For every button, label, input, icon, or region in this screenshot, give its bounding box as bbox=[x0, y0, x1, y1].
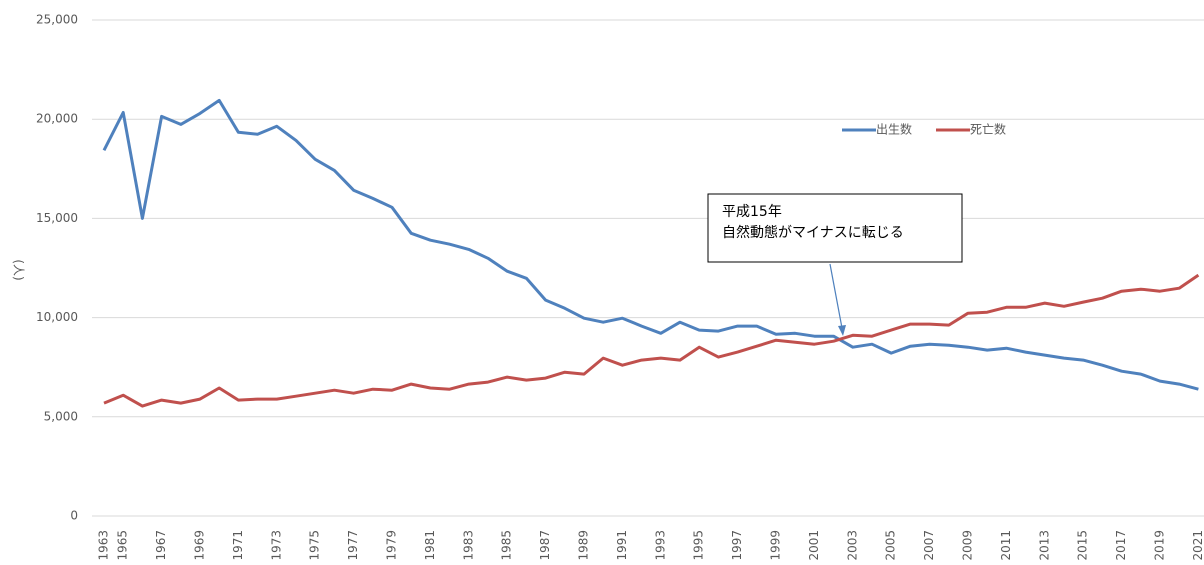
x-tick-label: 1991 bbox=[615, 530, 629, 561]
x-tick-label: 2005 bbox=[884, 530, 898, 561]
x-tick-label: 1997 bbox=[730, 530, 744, 561]
y-tick-label: 5,000 bbox=[44, 409, 78, 423]
annotation-text: 平成15年 bbox=[722, 204, 782, 220]
x-tick-label: 1999 bbox=[769, 530, 783, 561]
series-line bbox=[102, 98, 1199, 391]
x-tick-label: 1965 bbox=[116, 530, 130, 561]
x-tick-label: 2011 bbox=[999, 530, 1013, 561]
series-line bbox=[103, 273, 1200, 408]
x-tick-label: 1993 bbox=[653, 530, 667, 561]
x-tick-label: 1981 bbox=[423, 530, 437, 561]
y-axis-label: (人) bbox=[12, 259, 26, 280]
x-tick-label: 2015 bbox=[1076, 530, 1090, 561]
y-tick-label: 15,000 bbox=[36, 211, 78, 225]
x-tick-label: 1977 bbox=[346, 530, 360, 561]
x-tick-label: 1967 bbox=[154, 530, 168, 561]
x-tick-label: 2009 bbox=[961, 530, 975, 561]
x-tick-label: 1975 bbox=[308, 530, 322, 561]
annotation: 平成15年 自然動態がマイナスに転じる bbox=[707, 193, 963, 336]
legend-label: 出生数 bbox=[876, 122, 912, 137]
annotation-box bbox=[707, 193, 963, 263]
x-tick-label: 1971 bbox=[231, 530, 245, 561]
x-tick-label: 1969 bbox=[193, 530, 207, 561]
x-tick-label: 2019 bbox=[1153, 530, 1167, 561]
annotation-text: 自然動態がマイナスに転じる bbox=[722, 224, 904, 241]
x-tick-label: 2021 bbox=[1191, 530, 1204, 561]
arrow-head bbox=[838, 325, 846, 336]
x-tick-label: 2007 bbox=[922, 530, 936, 561]
x-tick-label: 2017 bbox=[1114, 530, 1128, 561]
x-tick-label: 1973 bbox=[269, 530, 283, 561]
x-tick-label: 2003 bbox=[845, 530, 859, 561]
x-tick-label: 1979 bbox=[385, 530, 399, 561]
x-tick-label: 1987 bbox=[538, 530, 552, 561]
y-tick-label: 10,000 bbox=[36, 310, 78, 324]
annotation-arrow bbox=[829, 263, 843, 329]
x-tick-label: 2001 bbox=[807, 530, 821, 561]
plot: 0 5,000 10,000 15,000 20,000 25,000 1963 1965 19… bbox=[36, 13, 1204, 561]
x-tick-label: 1963 bbox=[97, 530, 111, 561]
x-tick-label: 2013 bbox=[1037, 530, 1051, 561]
x-tick-label: 1983 bbox=[461, 530, 475, 561]
x-tick-label: 1995 bbox=[692, 530, 706, 561]
x-tick-label: 1989 bbox=[577, 530, 591, 561]
y-tick-label: 0 bbox=[70, 509, 78, 523]
y-tick-label: 25,000 bbox=[36, 13, 78, 27]
y-tick-label: 20,000 bbox=[36, 112, 78, 126]
legend-label: 死亡数 bbox=[970, 122, 1006, 137]
x-tick-label: 1985 bbox=[500, 530, 514, 561]
